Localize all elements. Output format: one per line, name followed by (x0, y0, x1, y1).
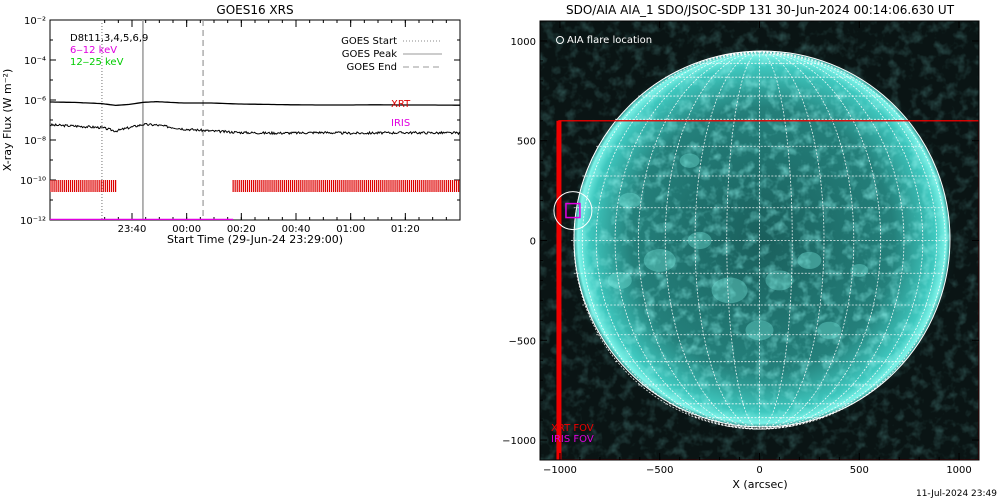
aia-x-axis: −1000 −500 0 500 1000 (543, 21, 972, 476)
sun-active-region (711, 277, 748, 304)
goes-series (50, 100, 460, 136)
goes-energy-legend-entry: D8t11,3,4,5,6,9 (70, 33, 148, 44)
goes-series-line (50, 100, 460, 107)
goes-xrt-label: XRT (391, 99, 411, 110)
sun-active-region (643, 249, 676, 272)
aia-y-tick-label: 0 (530, 237, 536, 248)
aia-y-tick-label: 1000 (511, 37, 536, 48)
aia-y-tick-label: 500 (517, 137, 536, 148)
sun-active-regions (607, 153, 869, 341)
sun-active-region (687, 231, 712, 250)
flare-location-circle (553, 191, 593, 231)
sun-active-region (618, 192, 641, 209)
xrt-fov-label: XRT FOV (551, 423, 594, 434)
goes-title: GOES16 XRS (216, 3, 293, 17)
aia-x-tick-label: −500 (646, 465, 673, 476)
goes-y-tick-label: 10⁻⁴ (24, 56, 46, 67)
goes-x-tick-label: 00:00 (172, 224, 201, 235)
longitude-line (759, 51, 905, 430)
goes-x-axis: 23:40 00:00 00:20 00:40 01:00 01:20 (104, 20, 447, 235)
sun-active-region (850, 264, 869, 277)
longitude-line (664, 51, 760, 430)
footer-timestamp: 11-Jul-2024 23:49 (916, 489, 997, 499)
longitude-line (581, 51, 760, 430)
sun-active-region (817, 321, 842, 339)
longitude-line (759, 51, 825, 430)
goes-y-axis-label: X-ray Flux (W m⁻²) (1, 69, 14, 171)
sun-active-region (797, 251, 822, 270)
goes-energy-legend-entry: 6‒12 keV (70, 45, 117, 56)
goes-x-tick-label: 00:40 (282, 224, 311, 235)
sun-active-region (765, 270, 794, 291)
aia-y-tick-label: −500 (509, 336, 536, 347)
goes-iris-label: IRIS (391, 118, 410, 129)
goes-x-axis-label: Start Time (29-Jun-24 23:29:00) (167, 233, 343, 246)
goes-energy-legend-entry: 12‒25 keV (70, 57, 124, 68)
goes-y-tick-label: 10⁻¹² (20, 216, 46, 227)
goes-event-legend: GOES Start GOES Peak GOES End (341, 36, 442, 73)
goes-x-tick-label: 01:00 (336, 224, 365, 235)
goes-y-tick-label: 10⁻¹⁰ (20, 176, 46, 187)
sun-active-region (679, 153, 700, 168)
heliographic-grid (570, 51, 949, 430)
goes-x-tick-label: 00:20 (227, 224, 256, 235)
goes-y-axis: 10⁻¹² 10⁻¹⁰ 10⁻⁸ 10⁻⁶ 10⁻⁴ 10⁻² (20, 16, 460, 227)
longitude-line (726, 51, 760, 430)
longitude-line (614, 51, 760, 430)
flare-location-legend-label: AIA flare location (567, 35, 652, 46)
longitude-line (759, 51, 882, 430)
aia-x-tick-label: 1000 (946, 465, 971, 476)
goes-x-tick-label: 01:20 (391, 224, 420, 235)
sun-limb (573, 50, 951, 428)
goes-y-tick-label: 10⁻² (24, 16, 46, 27)
aia-y-axis: 1000 500 0 −500 −1000 (502, 37, 979, 447)
flare-location-legend-icon (556, 36, 564, 44)
goes-event-legend-label: GOES End (347, 62, 397, 73)
aia-x-tick-label: 0 (756, 465, 762, 476)
aia-x-tick-label: −1000 (543, 465, 577, 476)
iris-fov-box (565, 202, 581, 219)
goes-event-legend-label: GOES Peak (342, 49, 397, 60)
aia-x-tick-label: 500 (850, 465, 869, 476)
goes-event-legend-label: GOES Start (341, 36, 397, 47)
longitude-line (759, 51, 938, 430)
aia-y-tick-label: −1000 (502, 436, 536, 447)
sun-texture (574, 51, 950, 427)
aia-panel: SDO/AIA AIA_1 SDO/JSOC-SDP 131 30-Jun-20… (502, 3, 997, 499)
longitude-line (694, 51, 760, 430)
goes-event-lines (101, 20, 204, 220)
longitude-line (637, 51, 760, 430)
longitude-line (573, 51, 760, 430)
longitude-line (759, 51, 793, 430)
goes-coverage-bars (50, 180, 460, 220)
goes-panel: GOES16 XRS 10⁻¹² 10⁻¹⁰ 10⁻⁸ 10⁻⁶ 10⁻⁴ 10⁻² 23… (1, 3, 461, 246)
longitude-line (759, 51, 855, 430)
goes-x-tick-label: 23:40 (118, 224, 147, 235)
sun-active-region (607, 271, 632, 289)
longitude-line (759, 51, 924, 430)
aia-x-axis-label: X (arcsec) (732, 478, 787, 491)
goes-y-tick-label: 10⁻⁶ (24, 96, 46, 107)
longitude-line (595, 51, 760, 430)
iris-fov-label: IRIS FOV (551, 434, 594, 445)
goes-y-tick-label: 10⁻⁸ (24, 136, 46, 147)
goes-series-line (50, 122, 460, 136)
aia-title: SDO/AIA AIA_1 SDO/JSOC-SDP 131 30-Jun-20… (566, 3, 955, 17)
